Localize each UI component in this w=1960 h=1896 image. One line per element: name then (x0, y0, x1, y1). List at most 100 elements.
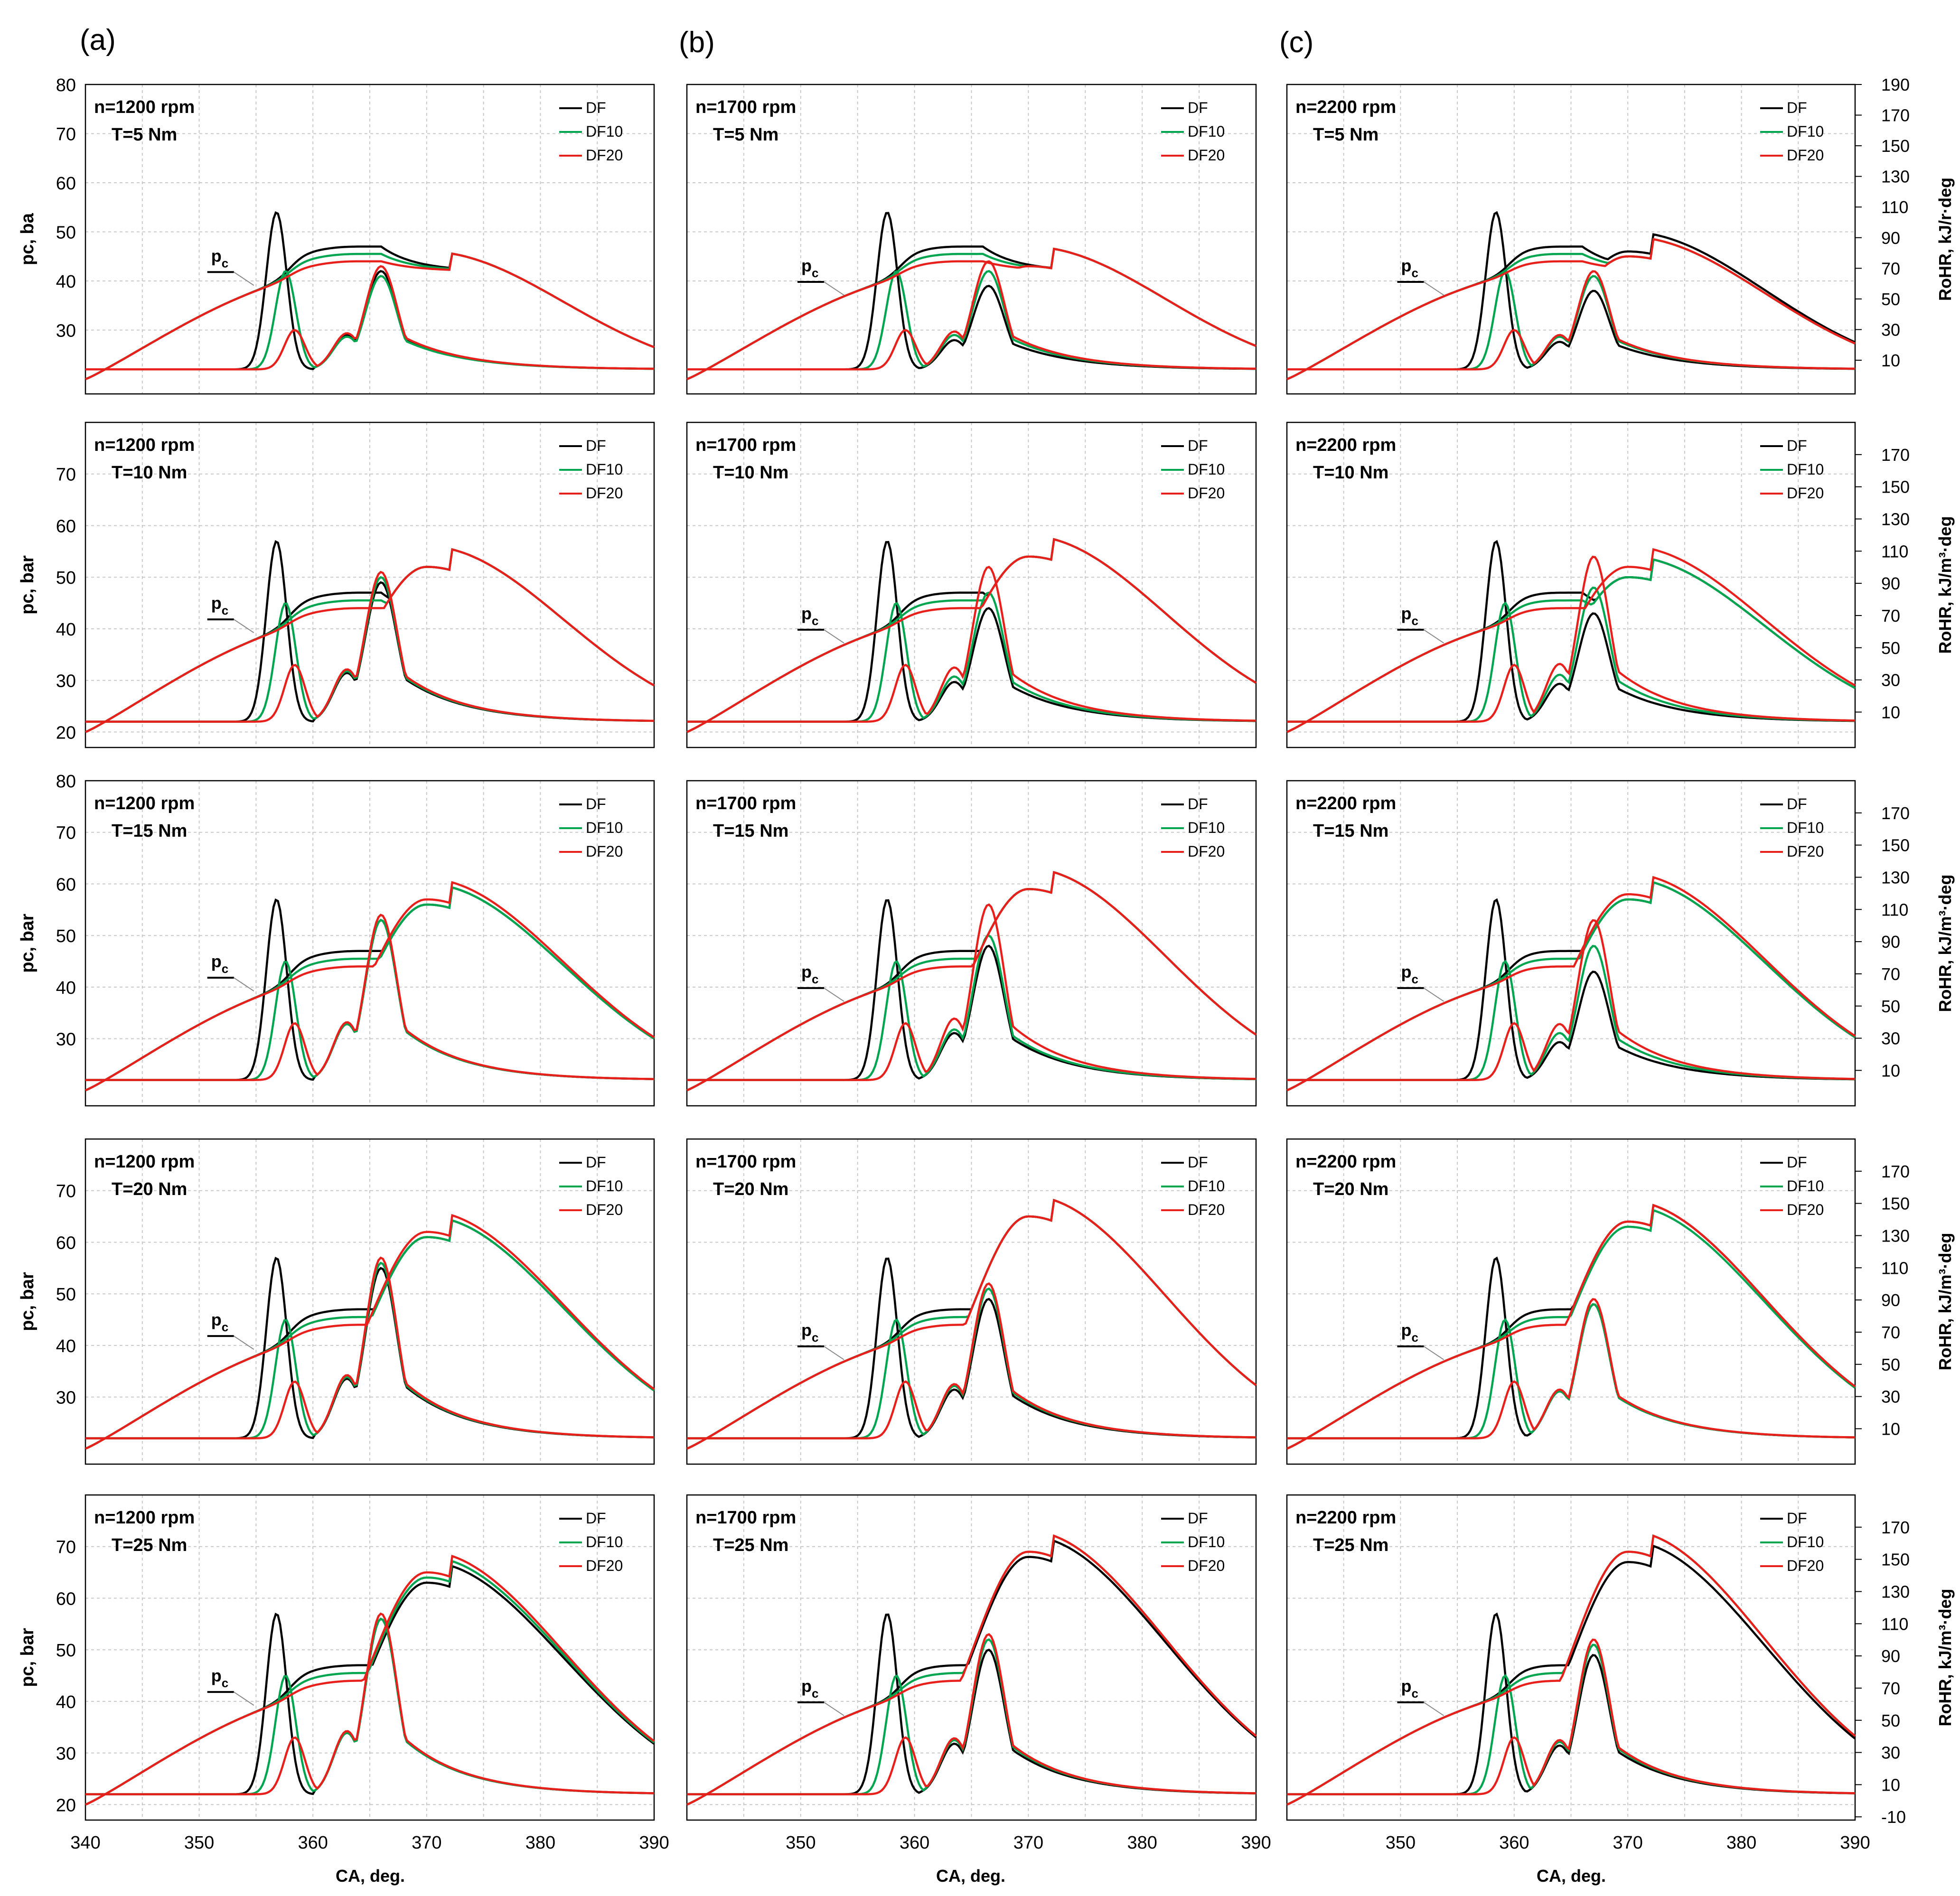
legend-label-df10: DF10 (586, 819, 623, 836)
pressure-curve-df20 (1286, 1534, 1856, 1806)
panel-speed-label: n=2200 rpm (1295, 1508, 1396, 1528)
y-right-tick-label: 70 (1881, 964, 1900, 984)
y-right-tick-label: 190 (1881, 75, 1910, 94)
legend-label-df20: DF20 (1188, 843, 1225, 860)
legend-label-df20: DF20 (1188, 147, 1225, 164)
pressure-curve-df20 (686, 871, 1257, 1092)
y-left-tick-label: 70 (56, 465, 76, 485)
panel-torque-label: T=10 Nm (1313, 463, 1388, 483)
y-right-tick-label: 30 (1881, 1743, 1900, 1763)
pressure-curve-df20 (1286, 238, 1856, 381)
panel-torque-label: T=20 Nm (713, 1179, 788, 1199)
y-left-tick-label: 30 (56, 321, 76, 341)
rohr-curve-df20 (1287, 1638, 1856, 1795)
panel-r2-c3: 10 30 50 70 90 110 130 150 170 RoHR, kJ/m³·deg n=2… (1286, 421, 1955, 748)
pressure-curve-df20 (686, 1534, 1257, 1806)
y-left-tick-label: 50 (56, 568, 76, 588)
pc-leader (1423, 988, 1444, 1002)
rohr-curve-df20 (85, 914, 654, 1081)
y-left-tick-label: 50 (56, 1285, 76, 1305)
legend-label-df: DF (1787, 1154, 1807, 1171)
y-left-tick-label: 80 (56, 772, 76, 792)
x-tick-label: 390 (1840, 1833, 1870, 1853)
panel-torque-label: T=25 Nm (1313, 1535, 1388, 1555)
legend-label-df10: DF10 (586, 123, 623, 140)
panel-frame (1286, 1138, 1856, 1465)
y-left-tick-label: 80 (56, 75, 76, 95)
column-label-b: (b) (679, 26, 715, 59)
y-left-tick-label: 40 (56, 620, 76, 640)
pc-subscript: c (222, 1320, 228, 1334)
y-left-tick-label: 60 (56, 516, 76, 536)
legend-label-df10: DF10 (586, 1533, 623, 1550)
y-left-tick-label: 40 (56, 1692, 76, 1712)
panel-speed-label: n=2200 rpm (1295, 1152, 1396, 1172)
panel-frame (686, 84, 1257, 395)
panel-speed-label: n=1700 rpm (695, 1152, 796, 1172)
y-left-axis-label: pc, bar (18, 914, 38, 973)
rohr-curve-df20 (85, 265, 654, 371)
pressure-curve-df20 (1286, 548, 1856, 733)
y-left-tick-label: 50 (56, 223, 76, 243)
panel-torque-label: T=10 Nm (713, 463, 788, 483)
legend-label-df10: DF10 (586, 461, 623, 478)
y-right-tick-label: 50 (1881, 997, 1900, 1016)
panel-speed-label: n=2200 rpm (1295, 435, 1396, 455)
legend-label-df10: DF10 (1787, 819, 1824, 836)
legend-label-df20: DF20 (1188, 485, 1225, 502)
y-right-tick-label: 150 (1881, 136, 1910, 156)
legend-label-df: DF (586, 99, 606, 116)
x-tick-label: 340 (70, 1833, 100, 1853)
y-right-tick-label: 110 (1881, 1258, 1908, 1278)
pc-subscript: c (812, 614, 818, 628)
y-right-tick-label: 130 (1881, 868, 1910, 887)
y-right-tick-label: 90 (1881, 1646, 1900, 1666)
legend-label-df20: DF20 (1787, 1557, 1824, 1574)
pc-leader (1423, 629, 1444, 644)
panel-torque-label: T=5 Nm (713, 125, 778, 145)
legend-label-df: DF (586, 1510, 606, 1527)
pc-subscript: c (1412, 1686, 1418, 1700)
legend-label-df: DF (586, 437, 606, 454)
y-right-tick-label: 10 (1881, 702, 1900, 722)
panel-torque-label: T=5 Nm (112, 125, 177, 145)
x-tick-label: 380 (1726, 1833, 1756, 1853)
legend-label-df: DF (1787, 795, 1807, 813)
pc-leader (1423, 1702, 1444, 1716)
legend-label-df20: DF20 (586, 843, 623, 860)
x-axis-label-c: CA, deg. (1537, 1866, 1606, 1886)
panel-torque-label: T=20 Nm (112, 1179, 187, 1199)
y-right-tick-label: 30 (1881, 671, 1900, 690)
y-right-tick-label: 50 (1881, 1355, 1900, 1374)
y-right-tick-label: 30 (1881, 1387, 1900, 1407)
y-right-tick-label: 110 (1881, 542, 1908, 561)
panel-r2-c1: 20 30 40 50 60 70 pc, bar n=1200 rpm T=10 Nm DF DF… (18, 421, 655, 748)
y-right-tick-label: 110 (1881, 900, 1908, 919)
pc-leader (234, 271, 254, 286)
y-left-tick-label: 30 (56, 1744, 76, 1764)
pc-subscript: c (812, 266, 818, 280)
x-tick-label: 360 (900, 1833, 929, 1853)
legend-label-df20: DF20 (1188, 1201, 1225, 1218)
panel-r1-c1: 30 40 50 60 70 80 pc, ba n=1200 rpm T=5 Nm DF DF10… (18, 75, 655, 395)
legend-label-df10: DF10 (1188, 1177, 1225, 1195)
y-left-tick-label: 40 (56, 1336, 76, 1356)
y-left-tick-label: 40 (56, 272, 76, 292)
pc-subscript: c (222, 603, 228, 617)
y-right-tick-label: 130 (1881, 1582, 1910, 1601)
legend-label-df20: DF20 (586, 1201, 623, 1218)
y-right-tick-label: 170 (1881, 106, 1910, 125)
y-right-tick-label: 170 (1881, 1518, 1910, 1537)
y-left-tick-label: 30 (56, 1030, 76, 1050)
y-left-tick-label: 60 (56, 174, 76, 194)
y-left-tick-label: 70 (56, 823, 76, 843)
panel-frame (1286, 780, 1856, 1107)
rohr-curve-df20 (687, 903, 1257, 1081)
legend-label-df20: DF20 (586, 485, 623, 502)
pc-leader (824, 629, 844, 644)
pressure-curve-df20 (686, 247, 1257, 381)
pc-leader (1423, 1346, 1444, 1360)
y-left-tick-label: 70 (56, 124, 76, 144)
panel-frame (84, 84, 655, 395)
